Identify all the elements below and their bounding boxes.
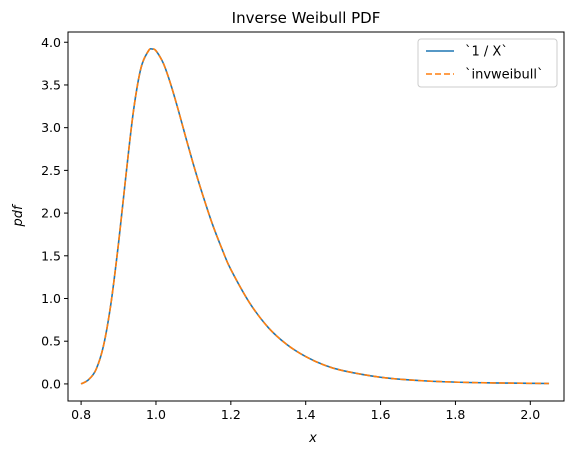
legend-label-1-over-x: `1 / X` — [465, 45, 508, 60]
y-tick-label: 1.5 — [41, 248, 61, 263]
y-tick-label: 3.5 — [41, 77, 61, 92]
x-axis-label: x — [308, 431, 317, 446]
y-axis-label: pdf — [11, 203, 26, 228]
x-tick-label: 2.0 — [520, 407, 540, 422]
x-axis: 0.8 1.0 1.2 1.4 1.6 1.8 2.0 — [71, 401, 540, 422]
y-tick-label: 2.5 — [41, 163, 61, 178]
x-tick-label: 1.4 — [296, 407, 316, 422]
x-tick-label: 1.0 — [146, 407, 166, 422]
y-axis: 0.0 0.5 1.0 1.5 2.0 2.5 3.0 3.5 4.0 — [41, 35, 68, 391]
y-tick-label: 0.0 — [41, 376, 61, 391]
chart-title: Inverse Weibull PDF — [232, 9, 381, 27]
y-tick-label: 1.0 — [41, 291, 61, 306]
y-tick-label: 0.5 — [41, 334, 61, 349]
y-tick-label: 3.0 — [41, 120, 61, 135]
series-line-invweibull — [80, 47, 550, 385]
plot-frame — [67, 31, 565, 402]
y-tick-label: 2.0 — [41, 206, 61, 221]
x-tick-label: 0.8 — [71, 407, 91, 422]
legend: `1 / X` `invweibull` — [417, 38, 558, 88]
legend-label-invweibull: `invweibull` — [465, 68, 544, 83]
x-tick-label: 1.8 — [445, 407, 465, 422]
y-tick-label: 4.0 — [41, 35, 61, 50]
x-tick-label: 1.6 — [371, 407, 391, 422]
x-tick-label: 1.2 — [221, 407, 241, 422]
series-line-1-over-x — [80, 47, 550, 385]
series-layer — [80, 47, 550, 385]
